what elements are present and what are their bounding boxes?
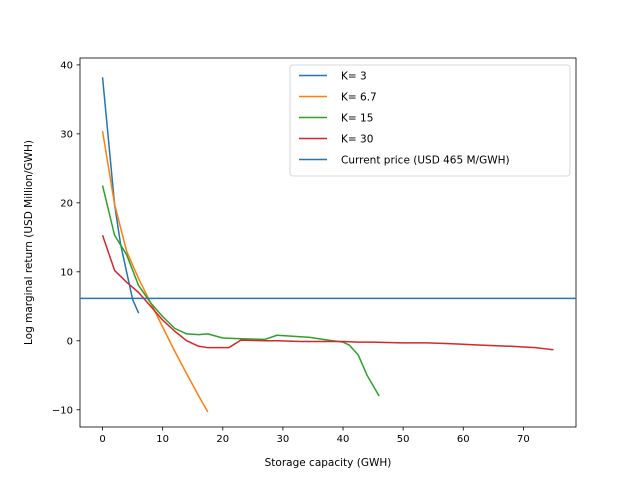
y-tick-label: 20 bbox=[60, 198, 73, 209]
legend-label: Current price (USD 465 M/GWH) bbox=[341, 155, 510, 167]
x-tick-label: 30 bbox=[277, 434, 290, 445]
y-axis-label: Log marginal return (USD Million/GWH) bbox=[23, 140, 35, 345]
series-line-3 bbox=[101, 185, 380, 397]
legend: K= 3 K= 6.7 K= 15 K= 30 Current price (USD 4… bbox=[289, 64, 571, 177]
legend-box bbox=[289, 64, 571, 177]
series-line-1 bbox=[101, 77, 140, 314]
x-axis-label: Storage capacity (GWH) bbox=[265, 457, 392, 469]
y-axis-ticks: −10 0 10 20 30 40 bbox=[52, 60, 80, 416]
x-tick-label: 20 bbox=[216, 434, 229, 445]
x-tick-label: 70 bbox=[517, 434, 530, 445]
y-tick-label: 30 bbox=[60, 129, 73, 140]
x-tick-label: 10 bbox=[156, 434, 169, 445]
legend-label: K= 15 bbox=[341, 113, 373, 125]
y-tick-label: 10 bbox=[60, 267, 73, 278]
x-tick-label: 0 bbox=[99, 434, 105, 445]
series-line-4 bbox=[101, 235, 554, 351]
x-axis-ticks: 0 10 20 30 40 50 60 70 bbox=[99, 427, 530, 445]
x-tick-label: 60 bbox=[457, 434, 470, 445]
legend-label: K= 6.7 bbox=[341, 92, 377, 104]
plot-area bbox=[79, 57, 577, 428]
legend-label: K= 30 bbox=[341, 134, 373, 146]
axes-frame bbox=[79, 57, 577, 428]
series-line-2 bbox=[101, 130, 209, 413]
y-tick-label: 40 bbox=[60, 60, 73, 71]
y-tick-label: −10 bbox=[52, 405, 73, 416]
lines-layer bbox=[80, 77, 576, 413]
x-tick-label: 50 bbox=[397, 434, 410, 445]
legend-label: K= 3 bbox=[341, 71, 367, 83]
y-tick-label: 0 bbox=[67, 336, 73, 347]
x-tick-label: 40 bbox=[337, 434, 350, 445]
